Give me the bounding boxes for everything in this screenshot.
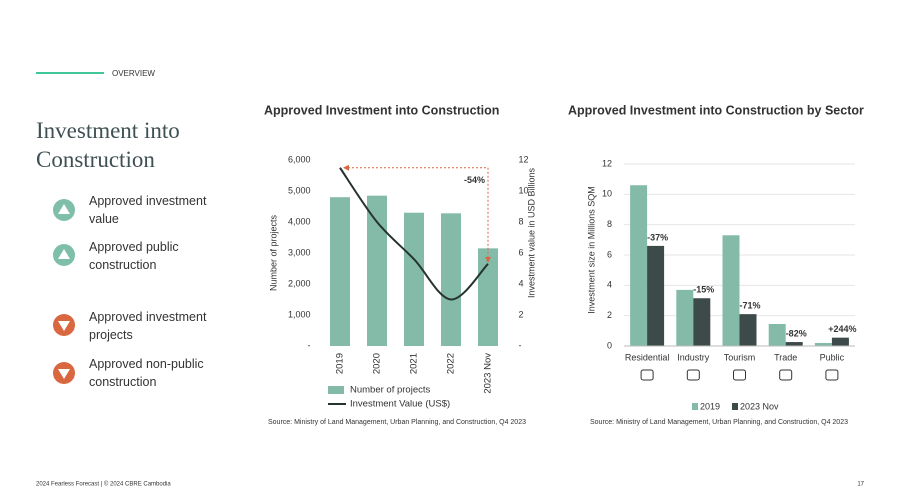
bar xyxy=(831,337,849,346)
page-title: Investment into Construction xyxy=(36,118,180,172)
y-axis-label: Number of projects xyxy=(268,214,278,291)
indicator-icons xyxy=(53,199,75,384)
chart-title: Approved Investment into Construction xyxy=(264,103,499,117)
bar xyxy=(676,289,694,346)
bar xyxy=(785,342,803,346)
y-tick-label: 0 xyxy=(607,340,612,350)
x-tick-label: Tourism xyxy=(724,352,756,362)
indicator-label: Approved non-public construction xyxy=(89,357,204,389)
y2-axis-label: Investment value in USD Billions xyxy=(526,167,536,298)
bar xyxy=(330,197,350,346)
y-tick-label: 8 xyxy=(607,219,612,229)
chart-title: Approved Investment into Construction by… xyxy=(568,103,864,117)
bar xyxy=(739,314,757,346)
y2-tick-label: 8 xyxy=(519,216,524,226)
y2-tick-label: 4 xyxy=(519,278,524,288)
x-tick-label: Residential xyxy=(625,352,670,362)
y-tick-label: 2 xyxy=(607,310,612,320)
bar xyxy=(404,212,424,346)
bar xyxy=(768,324,786,346)
legend-swatch xyxy=(732,403,738,410)
y-tick-label: - xyxy=(308,340,311,350)
category-icon xyxy=(640,369,654,381)
category-icon xyxy=(779,369,793,381)
y-tick-label: 3,000 xyxy=(288,247,311,257)
y-tick-label: 6,000 xyxy=(288,154,311,164)
x-tick-label: 2020 xyxy=(372,353,383,374)
y2-tick-label: 12 xyxy=(519,154,529,164)
annotation-arrow xyxy=(343,164,491,263)
annotation: -54% xyxy=(464,175,485,185)
x-tick-label: 2022 xyxy=(446,353,457,374)
bar xyxy=(478,248,498,346)
legend-label: Investment Value (US$) xyxy=(350,399,450,410)
legend-label: 2023 Nov xyxy=(740,401,779,411)
bar xyxy=(630,185,648,346)
bar xyxy=(722,235,740,346)
annotation: -37% xyxy=(647,232,668,242)
legend-swatch xyxy=(692,403,698,410)
y2-tick-label: - xyxy=(519,340,522,350)
indicator-label: Approved public construction xyxy=(89,240,179,272)
bar xyxy=(441,213,461,346)
annotation: -82% xyxy=(786,328,807,338)
category-icon xyxy=(733,369,746,381)
y-tick-label: 1,000 xyxy=(288,309,311,319)
bar xyxy=(367,195,387,346)
x-tick-label: 2019 xyxy=(335,353,346,374)
bar xyxy=(647,245,665,346)
y-axis-label: Investment size in Millions SQM xyxy=(586,186,596,314)
y-tick-label: 4 xyxy=(607,280,612,290)
x-tick-label: 2021 xyxy=(409,353,420,374)
y-tick-label: 12 xyxy=(602,158,612,168)
x-tick-label: Trade xyxy=(774,352,797,362)
section-label: OVERVIEW xyxy=(112,69,155,78)
source-note: Source: Ministry of Land Management, Urb… xyxy=(590,419,848,426)
footer-text: 2024 Fearless Forecast | © 2024 CBRE Cam… xyxy=(36,481,171,488)
y2-tick-label: 10 xyxy=(519,185,529,195)
page-number: 17 xyxy=(857,482,864,488)
y2-tick-label: 6 xyxy=(519,247,524,257)
annotation: +244% xyxy=(828,324,856,334)
category-icon xyxy=(825,369,839,381)
annotation: -15% xyxy=(693,285,714,295)
y-tick-label: 5,000 xyxy=(288,185,311,195)
bar xyxy=(814,342,832,346)
annotation: -71% xyxy=(739,301,760,311)
y-tick-label: 2,000 xyxy=(288,278,311,288)
indicator-label: Approved investment value xyxy=(89,194,207,226)
x-tick-label: Public xyxy=(820,352,845,362)
y-tick-label: 10 xyxy=(602,189,612,199)
x-tick-label: 2023 Nov xyxy=(483,353,494,394)
x-tick-label: Industry xyxy=(677,352,710,362)
source-note: Source: Ministry of Land Management, Urb… xyxy=(268,419,526,426)
legend-label: Number of projects xyxy=(350,385,431,396)
y2-tick-label: 2 xyxy=(519,309,524,319)
legend-swatch xyxy=(328,386,344,394)
bar xyxy=(693,298,711,346)
y-tick-label: 4,000 xyxy=(288,216,311,226)
category-icon xyxy=(686,369,700,381)
y-tick-label: 6 xyxy=(607,249,612,259)
indicator-label: Approved investment projects xyxy=(89,310,207,342)
legend-label: 2019 xyxy=(700,401,720,411)
